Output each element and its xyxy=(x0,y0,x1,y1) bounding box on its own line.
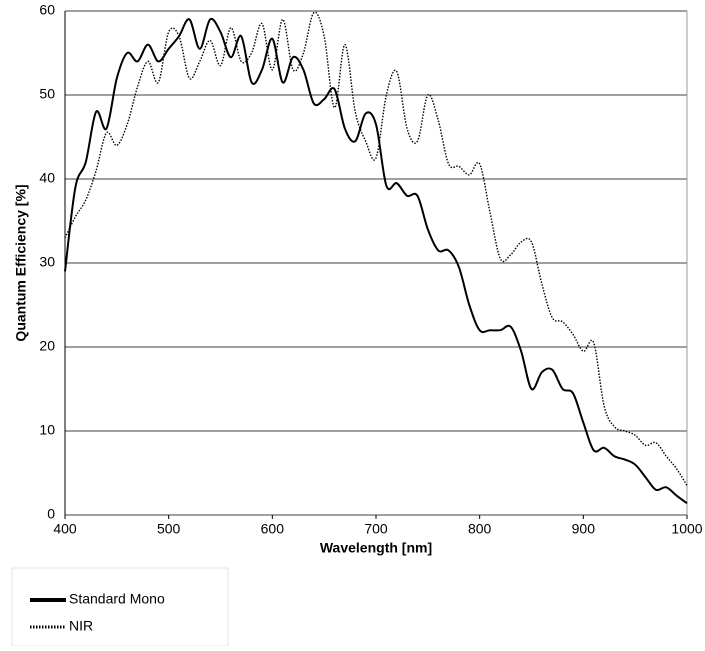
x-axis-title: Wavelength [nm] xyxy=(320,540,432,556)
x-tick-label: 500 xyxy=(157,521,181,537)
legend-label: Standard Mono xyxy=(69,591,165,607)
x-tick-label: 1000 xyxy=(671,521,702,537)
y-tick-label: 40 xyxy=(39,170,55,186)
x-tick-label: 800 xyxy=(468,521,492,537)
x-tick-label: 700 xyxy=(364,521,388,537)
y-tick-label: 50 xyxy=(39,86,55,102)
x-tick-label: 400 xyxy=(53,521,77,537)
series-line xyxy=(64,17,688,505)
y-axis-title: Quantum Efficiency [%] xyxy=(13,184,29,341)
y-tick-label: 0 xyxy=(47,506,55,522)
y-tick-label: 10 xyxy=(39,422,55,438)
legend-box xyxy=(11,567,229,647)
y-tick-label: 60 xyxy=(39,2,55,18)
y-tick-label: 20 xyxy=(39,338,55,354)
y-tick-label: 30 xyxy=(39,254,55,270)
x-tick-label: 600 xyxy=(261,521,285,537)
legend-label: NIR xyxy=(69,618,93,634)
series-line xyxy=(64,11,688,486)
x-tick-label: 900 xyxy=(572,521,596,537)
